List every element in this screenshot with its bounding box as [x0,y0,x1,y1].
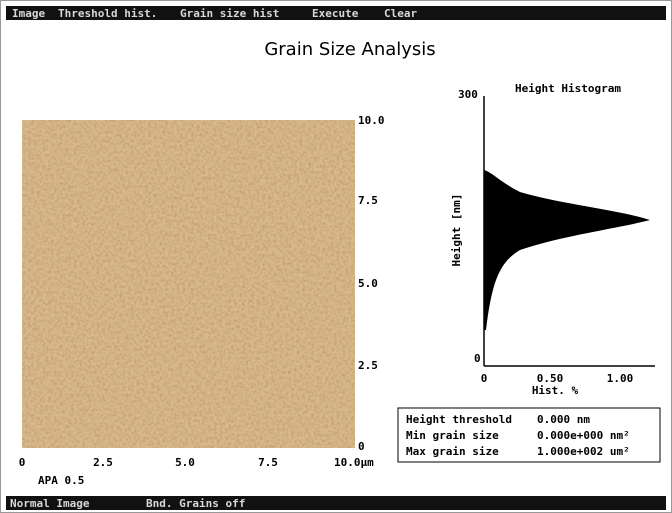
y-top-label: 300 [458,88,478,101]
x-tick-label: 1.00 [607,372,634,385]
y-bottom-label: 0 [474,352,481,365]
info-value: 0.000 nm [537,413,590,426]
info-value: 0.000e+000 nm² [537,429,630,442]
menu-bar [6,6,666,20]
x-tick-label: 0 [19,456,26,469]
status-item[interactable]: Normal Image [10,497,90,510]
info-label: Max grain size [406,445,499,458]
menu-item[interactable]: Grain size hist [180,7,279,20]
y-tick-label: 5.0 [358,277,378,290]
info: Height threshold 0.000 nm Min grain size… [406,413,630,458]
y-tick-label: 0 [358,440,365,453]
y-tick-label: 10.0 [358,114,385,127]
y-axis-label: Height [nm] [450,194,463,267]
histogram-shape [484,170,650,330]
x-tick-label: 7.5 [258,456,278,469]
image-caption: APA 0.5 [38,474,84,487]
afm-image [22,120,355,448]
info-label: Height threshold [406,413,512,426]
x-axis-label: Hist. % [532,384,579,397]
x-tick-label: 0 [481,372,488,385]
x-tick-label: 2.5 [93,456,113,469]
histogram-title: Height Histogram [515,82,621,95]
menu-item[interactable]: Image [12,7,45,20]
image-axes: 10.0 7.5 5.0 2.5 0 0 2.5 5.0 7.5 10.0µm … [19,114,385,487]
status-bar [6,496,666,510]
x-tick-label: 10.0µm [334,456,374,469]
y-tick-label: 2.5 [358,359,378,372]
menu-item[interactable]: Execute [312,7,359,20]
info-box [397,407,661,463]
status-item[interactable]: Bnd. Grains off [146,497,245,510]
title: Grain Size Analysis [264,39,435,60]
x-tick-label: 0.50 [537,372,564,385]
menu-item[interactable]: Threshold hist. [58,7,157,20]
histogram: Height Histogram 300 0 Height [nm] 0 0.5… [450,82,655,397]
info-value: 1.000e+002 um² [537,445,630,458]
info-label: Min grain size [406,429,499,442]
menu-item[interactable]: Clear [384,7,417,20]
x-tick-label: 5.0 [175,456,195,469]
y-tick-label: 7.5 [358,194,378,207]
